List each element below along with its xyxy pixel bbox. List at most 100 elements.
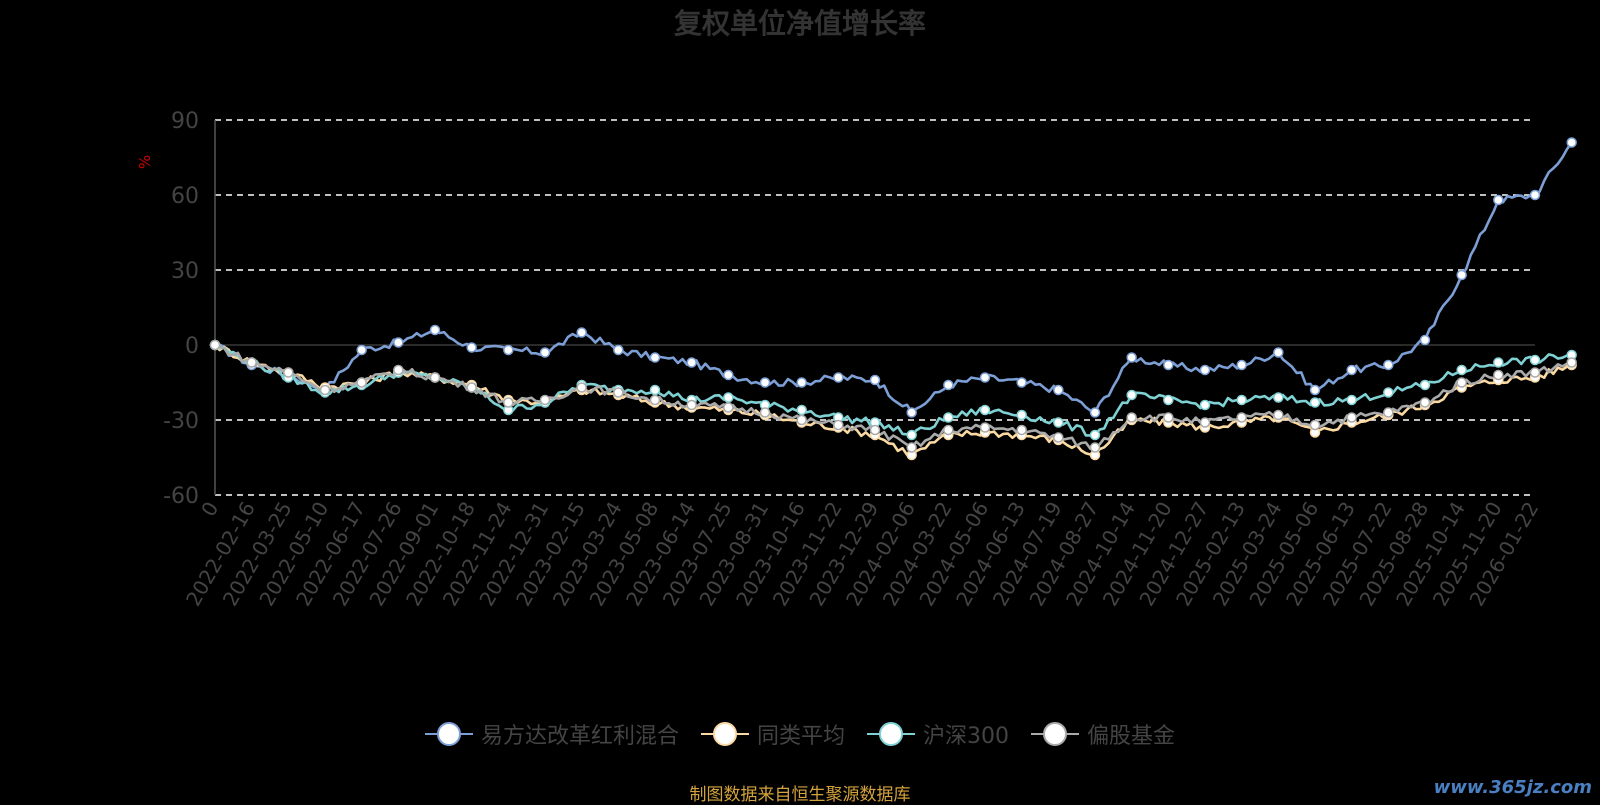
series-point	[1493, 369, 1504, 381]
legend-label: 沪深300	[923, 724, 1009, 749]
series-point	[943, 412, 954, 423]
series-point	[576, 327, 587, 338]
series-point	[759, 407, 771, 418]
legend-label: 易方达改革红利混合	[480, 724, 679, 749]
series-point	[429, 324, 441, 336]
series-point	[1456, 269, 1467, 281]
series-point	[1016, 409, 1027, 421]
series-point	[723, 392, 734, 403]
series-point	[723, 402, 734, 413]
series-point	[1053, 432, 1064, 443]
series-point	[1053, 384, 1064, 396]
series-point	[649, 384, 661, 396]
series-point	[1236, 412, 1247, 423]
series-point	[1529, 189, 1541, 201]
series-lines	[214, 141, 1573, 457]
series-points	[209, 137, 1577, 461]
series-point	[1346, 364, 1357, 376]
series-point	[1566, 137, 1577, 148]
series-point	[906, 429, 917, 441]
series-point	[393, 337, 404, 348]
series-point	[1383, 407, 1394, 418]
series-point	[1493, 357, 1504, 368]
series-point	[539, 347, 551, 358]
series-point	[759, 377, 771, 388]
series-point	[356, 377, 367, 388]
legend-label: 偏股基金	[1087, 724, 1176, 749]
series-line	[214, 343, 1572, 437]
series-point	[429, 372, 441, 383]
y-tick-label: 60	[171, 184, 199, 209]
legend-marker-icon	[867, 721, 915, 747]
series-point	[1346, 412, 1357, 423]
series-point	[1163, 359, 1174, 371]
series-point	[649, 394, 661, 406]
series-line	[214, 343, 1573, 451]
series-point	[1493, 194, 1504, 206]
series-point	[1346, 394, 1357, 406]
series-point	[1236, 359, 1247, 371]
series-point	[1126, 389, 1137, 401]
series-point	[1383, 359, 1394, 371]
y-tick-label: 0	[185, 334, 199, 359]
series-point	[466, 342, 477, 353]
y-tick-label: -30	[163, 409, 199, 434]
series-point	[1309, 384, 1321, 396]
legend-item-fund[interactable]: 易方达改革红利混合	[424, 718, 679, 750]
series-point	[466, 382, 477, 393]
series-point	[1456, 364, 1467, 376]
series-point	[833, 372, 844, 383]
series-point	[1089, 407, 1101, 418]
series-point	[1163, 394, 1174, 406]
series-point	[356, 344, 367, 356]
series-point	[1419, 334, 1431, 346]
series-point	[503, 397, 514, 408]
legend-label: 同类平均	[756, 724, 845, 749]
series-point	[686, 399, 697, 411]
series-point	[869, 424, 881, 436]
series-point	[1016, 424, 1027, 436]
series-point	[943, 424, 954, 436]
series-point	[1199, 399, 1211, 411]
legend-item-csi300[interactable]: 沪深300	[867, 718, 1009, 750]
series-point	[1016, 377, 1027, 388]
series-point	[1126, 352, 1137, 363]
series-point	[979, 422, 991, 433]
data-source-note: 制图数据来自恒生聚源数据库	[689, 785, 911, 805]
series-point	[283, 367, 294, 378]
legend-marker-icon	[700, 721, 749, 747]
legend: 易方达改革红利混合 同类平均 沪深300 偏股基金	[0, 718, 1600, 750]
series-point	[1383, 387, 1394, 398]
series-point	[503, 344, 514, 356]
series-point	[723, 369, 734, 381]
series-point	[1529, 354, 1541, 366]
series-point	[1089, 442, 1101, 453]
series-point	[1566, 357, 1577, 368]
series-line	[214, 141, 1573, 414]
series-point	[393, 364, 404, 376]
legend-item-peer-average[interactable]: 同类平均	[700, 718, 845, 750]
y-tick-label: -60	[163, 484, 199, 509]
series-point	[796, 414, 807, 426]
legend-marker-icon	[1031, 721, 1079, 747]
series-point	[1309, 419, 1321, 431]
series-point	[1163, 412, 1174, 423]
series-point	[1199, 417, 1211, 428]
series-point	[613, 344, 624, 356]
series-point	[1309, 397, 1321, 408]
series-point	[869, 374, 881, 386]
series-point	[319, 384, 331, 396]
y-tick-label: 90	[171, 109, 199, 134]
series-point	[796, 377, 807, 388]
series-point	[796, 404, 807, 416]
series-point	[906, 407, 917, 418]
legend-item-equity-funds[interactable]: 偏股基金	[1031, 718, 1175, 750]
series-point	[1236, 394, 1247, 406]
series-point	[943, 379, 954, 391]
y-axis-label: %	[136, 155, 154, 169]
series-point	[906, 442, 917, 453]
series-point	[979, 404, 991, 416]
series-point	[539, 394, 551, 406]
series-point	[1419, 379, 1431, 391]
